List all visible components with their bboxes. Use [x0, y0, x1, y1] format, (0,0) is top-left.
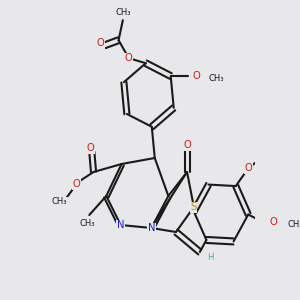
- Text: CH₃: CH₃: [287, 220, 300, 229]
- Text: O: O: [270, 218, 278, 227]
- Text: CH₃: CH₃: [115, 8, 130, 17]
- Text: CH₃: CH₃: [52, 197, 67, 206]
- Text: O: O: [73, 179, 80, 189]
- Text: O: O: [97, 38, 105, 48]
- Text: O: O: [183, 140, 191, 150]
- Text: N: N: [148, 223, 155, 233]
- Text: CH₃: CH₃: [80, 218, 95, 227]
- Text: S: S: [191, 202, 197, 212]
- Text: O: O: [192, 71, 200, 81]
- Text: O: O: [86, 143, 94, 153]
- Text: CH₃: CH₃: [209, 74, 224, 82]
- Text: N: N: [117, 220, 124, 230]
- Text: O: O: [244, 163, 252, 173]
- Text: H: H: [207, 253, 213, 262]
- Text: O: O: [125, 53, 133, 63]
